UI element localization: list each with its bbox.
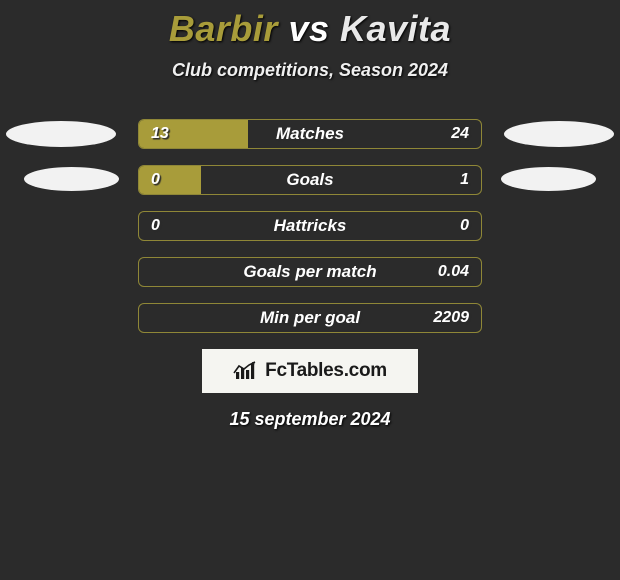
team-badge-placeholder-left-2 [24, 167, 119, 191]
brand-text: FcTables.com [265, 360, 387, 382]
stat-row: 0Goals1 [138, 165, 482, 195]
stat-value-left: 13 [151, 120, 169, 148]
stat-value-right: 2209 [433, 304, 469, 332]
stat-label: Goals per match [139, 258, 481, 286]
stat-value-left: 0 [151, 212, 160, 240]
stat-rows: 13Matches240Goals10Hattricks0Goals per m… [138, 119, 482, 333]
stat-value-right: 0 [460, 212, 469, 240]
stat-row: Min per goal2209 [138, 303, 482, 333]
chart-area: 13Matches240Goals10Hattricks0Goals per m… [0, 119, 620, 430]
brand-chart-icon [233, 360, 259, 382]
stat-value-right: 24 [451, 120, 469, 148]
stat-row: 13Matches24 [138, 119, 482, 149]
date-text: 15 september 2024 [0, 409, 620, 430]
vs-text: vs [288, 8, 329, 49]
stat-label: Min per goal [139, 304, 481, 332]
stat-label: Hattricks [139, 212, 481, 240]
player2-name: Kavita [340, 8, 451, 49]
comparison-title: Barbir vs Kavita [0, 0, 620, 50]
bar-fill-left [139, 166, 201, 194]
stat-value-right: 0.04 [438, 258, 469, 286]
stat-value-right: 1 [460, 166, 469, 194]
stat-value-left: 0 [151, 166, 160, 194]
player1-name: Barbir [169, 8, 278, 49]
stat-row: Goals per match0.04 [138, 257, 482, 287]
team-badge-placeholder-left-1 [6, 121, 116, 147]
brand-box: FcTables.com [202, 349, 418, 393]
team-badge-placeholder-right-1 [504, 121, 614, 147]
team-badge-placeholder-right-2 [501, 167, 596, 191]
subtitle: Club competitions, Season 2024 [0, 60, 620, 81]
stat-row: 0Hattricks0 [138, 211, 482, 241]
